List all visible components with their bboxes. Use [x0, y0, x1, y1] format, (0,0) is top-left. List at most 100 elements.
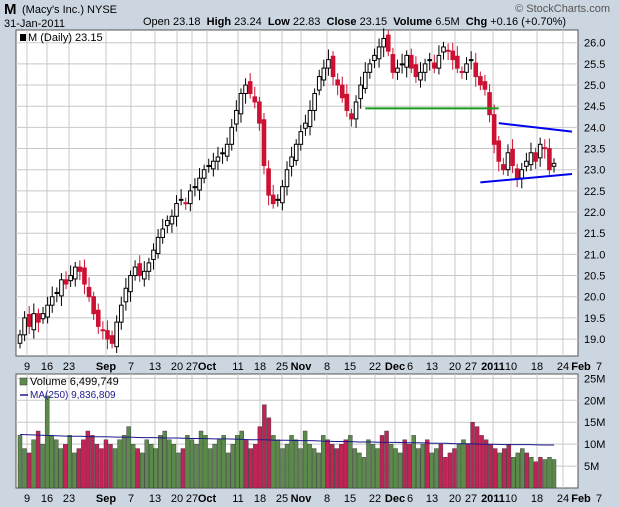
candle-body [478, 76, 483, 86]
volume-x-tick-label: 25 [276, 493, 288, 505]
candle-body [201, 169, 207, 179]
volume-bar [239, 430, 244, 489]
volume-bar [411, 435, 416, 489]
volume-bar [230, 443, 235, 489]
volume-bar [81, 439, 86, 489]
candle-body [178, 198, 184, 201]
volume-bar [149, 443, 154, 489]
volume-bar [538, 457, 543, 489]
upper-trendline [498, 122, 573, 133]
candle-body [174, 203, 179, 217]
volume-x-tick-label: 27 [186, 493, 198, 505]
price-legend: M (Daily) 23.15 [28, 32, 103, 44]
candle-body [413, 64, 419, 78]
candle-body [247, 81, 253, 95]
volume-bar [298, 448, 303, 489]
candle-body [252, 96, 258, 103]
volume-bar [139, 452, 145, 489]
price-x-tick-label: 25 [276, 361, 288, 373]
candle-body [72, 266, 78, 280]
candle-body [192, 186, 198, 189]
candle-body [123, 287, 129, 303]
volume-bar [520, 448, 525, 489]
volume-bar [524, 452, 530, 489]
volume-bar [244, 439, 249, 489]
candle-body [432, 62, 437, 69]
price-x-tick-label: 6 [407, 361, 413, 373]
volume-x-tick-label: 18 [254, 493, 266, 505]
volume-bar [479, 435, 484, 489]
chg-label: Chg [465, 16, 488, 28]
volume-legend-swatch [19, 377, 28, 386]
candle-body [441, 46, 446, 53]
volume-bar [126, 426, 131, 489]
candle-body [519, 169, 525, 179]
price-x-tick-label: 16 [41, 361, 53, 373]
candle-body [455, 55, 460, 69]
volume-bar [302, 430, 308, 489]
candle-body [155, 236, 161, 255]
ticker-symbol: M [4, 1, 17, 18]
volume-bar [144, 439, 149, 489]
candle-body [408, 54, 414, 69]
volume-bar [248, 448, 253, 489]
volume-bar [343, 439, 349, 489]
candle-body [54, 291, 60, 294]
volume-bar [502, 448, 507, 489]
price-x-tick-label: 18 [254, 361, 266, 373]
volume-bar [198, 430, 204, 489]
candle-body [473, 62, 479, 78]
volume-bar [58, 448, 63, 489]
volume-tick-label: 25M [584, 373, 605, 385]
candle-body [100, 329, 106, 332]
volume-bar [130, 443, 136, 489]
volume-bar [194, 443, 199, 489]
price-tick-label: 24.0 [584, 122, 605, 134]
candle-body [459, 70, 465, 73]
candle-body [275, 198, 281, 201]
volume-bar [44, 395, 50, 489]
volume-bar [112, 448, 118, 489]
candle-body [501, 164, 506, 171]
volume-bar [207, 448, 213, 489]
candle-body [118, 304, 124, 323]
candle-body [395, 67, 400, 73]
volume-bar [429, 452, 435, 489]
candle-body [197, 177, 202, 191]
volume-bar [443, 457, 448, 489]
candle-body [114, 321, 119, 348]
volume-bar [54, 439, 59, 489]
volume-x-tick-label: 20 [449, 493, 461, 505]
volume-bar [203, 435, 208, 489]
volume-bar [180, 448, 186, 489]
volume-bar [447, 452, 453, 489]
volume-bar [420, 443, 425, 489]
candle-body [220, 152, 225, 155]
candle-body [537, 143, 543, 159]
price-x-tick-label: Dec [385, 361, 405, 373]
volume-bar [366, 439, 371, 489]
volume-x-tick-label: Feb [571, 493, 591, 505]
price-x-tick-label: Feb [571, 361, 591, 373]
volume-legend: Volume 6,499,749 [30, 376, 119, 388]
volume-bar [153, 448, 158, 489]
volume-bar [461, 439, 466, 489]
price-x-tick-label: 11 [232, 361, 243, 373]
volume-tick-label: 20M [584, 395, 605, 407]
candle-body [95, 309, 101, 327]
price-tick-label: 25.0 [584, 80, 605, 92]
candle-body [524, 160, 529, 167]
volume-x-tick-label: Nov [291, 493, 313, 505]
volume-x-tick-label: 13 [426, 493, 438, 505]
candle-body [464, 63, 469, 73]
volume-x-tick-label: Oct [198, 493, 217, 505]
volume-x-tick-label: 20 [171, 493, 183, 505]
candle-body [266, 168, 271, 196]
volume-bar [357, 452, 362, 489]
candle-body [344, 93, 350, 111]
volume-x-tick-label: 8 [324, 493, 330, 505]
volume-bar [94, 443, 100, 489]
candle-body [542, 147, 548, 150]
volume-bar [529, 457, 534, 489]
volume-label: Volume [393, 16, 433, 28]
